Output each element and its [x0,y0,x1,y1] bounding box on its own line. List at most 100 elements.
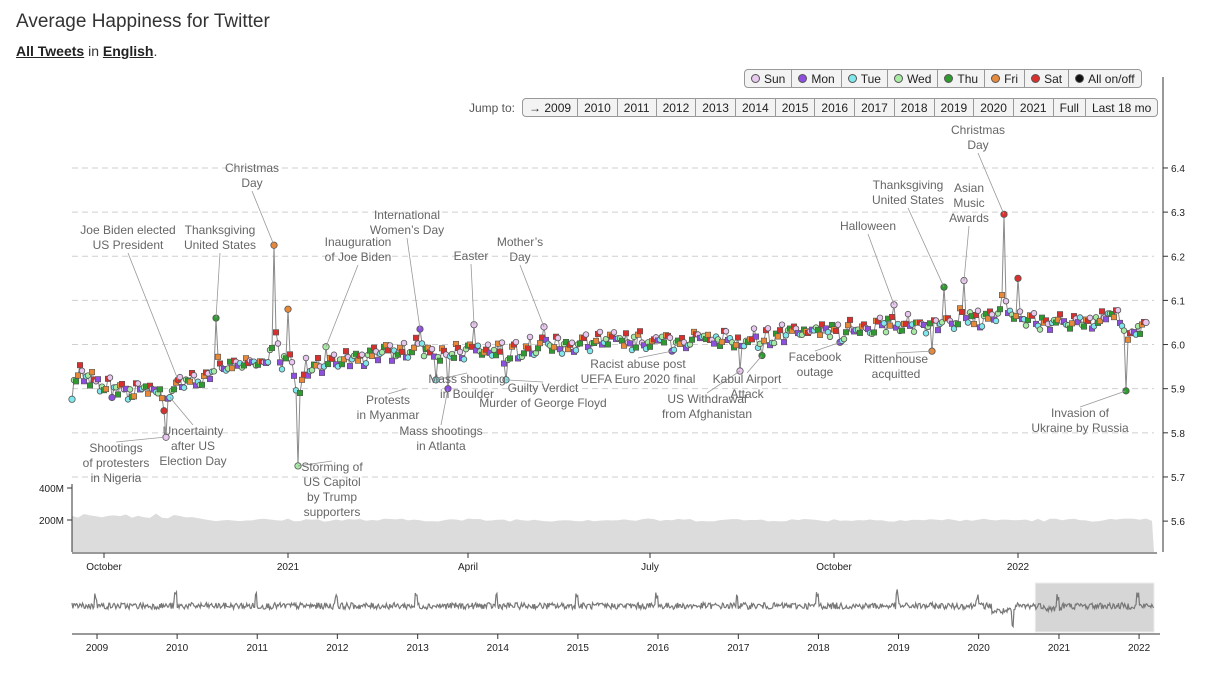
data-point-mon [81,378,88,385]
data-point-mon [584,344,591,351]
language-link[interactable]: English [102,43,154,59]
data-point-sun [386,342,394,349]
data-point-fri [1027,312,1034,319]
data-point-mon [137,386,144,393]
jump-button-2015[interactable]: 2015 [774,98,816,117]
data-point-mon [1075,319,1082,326]
data-point-mon [318,369,325,376]
annotation-label: in Atlanta [416,439,466,453]
data-point-wed [1092,314,1100,321]
data-point-mon [836,338,844,346]
data-point-wed [196,381,204,389]
overview-x-tick-label: 2015 [567,643,590,654]
jump-button-2017[interactable]: 2017 [854,98,895,117]
data-point-sat [552,333,559,340]
overview-layer[interactable]: 2009 2010 2011 2012 2013 2014 2015 2016 2017 2018… [71,582,1160,654]
data-point-tue [1020,316,1028,323]
data-point-sun [876,314,884,321]
data-point-fri [718,338,725,345]
toggle-thu-button[interactable]: Thu [937,69,986,88]
annotation-leader [746,355,763,374]
data-point-tue [838,337,846,345]
data-point-fri [159,395,166,402]
data-point-fri [480,349,487,356]
data-point-mon [486,349,493,356]
toggle-wed-button[interactable]: Wed [886,69,939,88]
data-point-thu [143,383,150,390]
data-point-sat [888,314,895,321]
data-point-sun [722,328,730,335]
annotation-label: Easter [454,249,489,263]
data-point-sat [496,348,503,355]
data-point-thu [520,350,527,357]
data-point-wed [812,324,820,331]
jump-button-2010[interactable]: 2010 [577,98,618,117]
data-point-thu [632,344,639,351]
annotation-leader [637,350,673,359]
jump-button-full[interactable]: Full [1052,98,1086,117]
data-point-mon [962,315,969,322]
data-point-fri [1012,313,1019,320]
jump-button-2009[interactable]: → 2009 [522,98,579,117]
jump-button-2021[interactable]: 2021 [1012,98,1054,117]
data-point-sun [834,321,842,328]
jump-button-2011[interactable]: 2011 [616,98,657,117]
overview-x-tick-label: 2017 [727,643,750,654]
data-point-tue [908,321,916,328]
data-point-wed [588,339,596,347]
jump-button-2020[interactable]: 2020 [973,98,1014,117]
overview-x-tick-label: 2022 [1128,643,1151,654]
jump-button-2018[interactable]: 2018 [893,98,935,117]
data-point-mon [151,386,158,393]
data-point-thu [1010,315,1017,322]
data-point-sat [147,382,154,389]
data-point-mon [123,385,130,392]
data-point-fri [550,344,557,351]
toggle-all-label: All on/off [1088,71,1135,86]
data-point-thu [814,327,821,334]
data-point-wed [896,327,904,335]
toggle-sat-button[interactable]: Sat [1024,69,1070,88]
data-point-sun [610,329,618,336]
annotation-leader [977,152,1005,215]
data-point-wed [392,352,400,360]
toggle-sun-button[interactable]: Sun [744,69,793,88]
data-point-fri [494,340,501,347]
data-point-fri [1125,336,1132,343]
data-point-tue [1062,321,1070,328]
data-point-mon [458,355,465,362]
toggle-mon-button[interactable]: Mon [791,69,842,88]
data-point-wed [1134,323,1142,330]
data-point-sun [484,341,492,348]
toggle-fri-label: Fri [1004,71,1019,86]
data-point-fri [424,344,431,351]
data-point-tue [712,333,720,340]
jump-button-last-18-mo[interactable]: Last 18 mo [1084,98,1159,117]
data-point-sun [568,339,576,346]
data-point-wed [1106,310,1114,317]
jump-button-2012[interactable]: 2012 [655,98,697,117]
jump-button-2014[interactable]: 2014 [734,98,776,117]
page-title: Average Happiness for Twitter [16,11,270,32]
jump-button-2016[interactable]: 2016 [814,98,856,117]
toggle-all-button[interactable]: All on/off [1068,69,1142,88]
data-point-sun [232,358,240,366]
mon-dot-icon [798,74,808,83]
data-point-mon [332,361,339,368]
overview-selection-window[interactable] [1034,582,1155,633]
data-point-sun [120,386,128,393]
toggle-tue-button[interactable]: Tue [840,69,888,88]
data-point-mon [990,316,997,323]
annotation-label: acquitted [872,367,921,381]
toggle-fri-button[interactable]: Fri [984,69,1026,88]
data-point-fri [1111,314,1118,321]
data-point-mon [165,395,172,402]
jump-button-2019[interactable]: 2019 [933,98,975,117]
annotation-label: Murder of George Floyd [479,396,606,410]
data-point-thu [464,342,471,349]
data-point-wed [574,341,582,348]
data-point-wed [756,340,764,348]
thu-dot-icon [944,74,954,83]
jump-button-2013[interactable]: 2013 [695,98,736,117]
all-tweets-link[interactable]: All Tweets [16,43,85,59]
